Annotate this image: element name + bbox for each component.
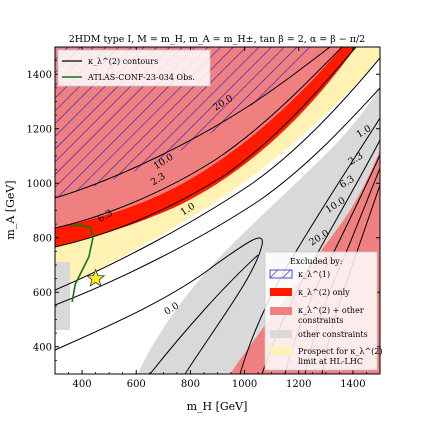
contour-6-3: [55, 47, 357, 248]
y-tick-label: 1400: [27, 70, 52, 81]
tick-layer: 400 600 800 1000 1200 1400 400 600 800 1000 1200 14…: [27, 46, 381, 390]
legend-swatch-lightred: [270, 307, 292, 315]
legend-top: κ_λ^(2) contours ATLAS-CONF-23-034 Obs.: [57, 49, 211, 87]
prospect-band: [55, 47, 380, 290]
y-tick-label: 400: [33, 342, 52, 353]
legend-label-kappa2-only: κ_λ^(2) only: [298, 288, 350, 297]
other-constraints-strip: [55, 262, 70, 330]
benchmark-star: [86, 268, 106, 287]
contour-20: [55, 47, 331, 199]
legend-title: Excluded by:: [290, 257, 342, 266]
x-tick-label: 1000: [232, 379, 257, 390]
x-tick-label: 800: [181, 379, 200, 390]
y-tick-label: 1200: [27, 124, 52, 135]
y-axis-label: m_A [GeV]: [4, 180, 17, 239]
contour-0-0: [55, 237, 263, 374]
x-axis-label: m_H [GeV]: [187, 400, 248, 413]
legend-top-box: [57, 49, 211, 87]
legend-swatch-red: [270, 288, 292, 296]
legend-label-hl-lhc: limit at HL-LHC: [298, 357, 363, 366]
contour-1-0: [55, 87, 380, 306]
chart-title: 2HDM type I, M = m_H, m_A = m_H±, tan β …: [69, 34, 365, 45]
contour-0-0-inner: [149, 254, 259, 374]
y-tick-label: 800: [33, 233, 52, 244]
legend-label-constraints: constraints: [298, 316, 343, 325]
legend-label-contours: κ_λ^(2) contours: [88, 57, 158, 66]
legend-label-kappa2-other: κ_λ^(2) + other: [298, 306, 364, 315]
legend-label-kappa1: κ_λ^(1): [298, 270, 330, 279]
y-tick-label: 1000: [27, 179, 52, 190]
contour-2-3: [55, 57, 380, 291]
contour-10: [55, 47, 343, 229]
x-tick-label: 400: [73, 379, 92, 390]
legend-bottom: Excluded by: κ_λ^(1) κ_λ^(2) only κ_λ^(2…: [264, 251, 382, 371]
kappa-only-band: [55, 47, 356, 247]
x-tick-label: 1200: [286, 379, 311, 390]
legend-swatch-hatch: [269, 269, 293, 279]
legend-swatch-yellow: [270, 347, 292, 355]
y-tick-label: 600: [33, 288, 52, 299]
legend-label-atlas: ATLAS-CONF-23-034 Obs.: [87, 73, 195, 82]
legend-swatch-gray: [270, 330, 292, 338]
x-tick-label: 600: [127, 379, 146, 390]
x-tick-label: 1400: [340, 379, 365, 390]
atlas-observed-curve: [69, 224, 94, 302]
atlas-layer: [69, 224, 106, 302]
legend-label-prospect: Prospect for κ_λ^(2): [298, 347, 382, 356]
legend-label-other: other constraints: [298, 330, 368, 339]
